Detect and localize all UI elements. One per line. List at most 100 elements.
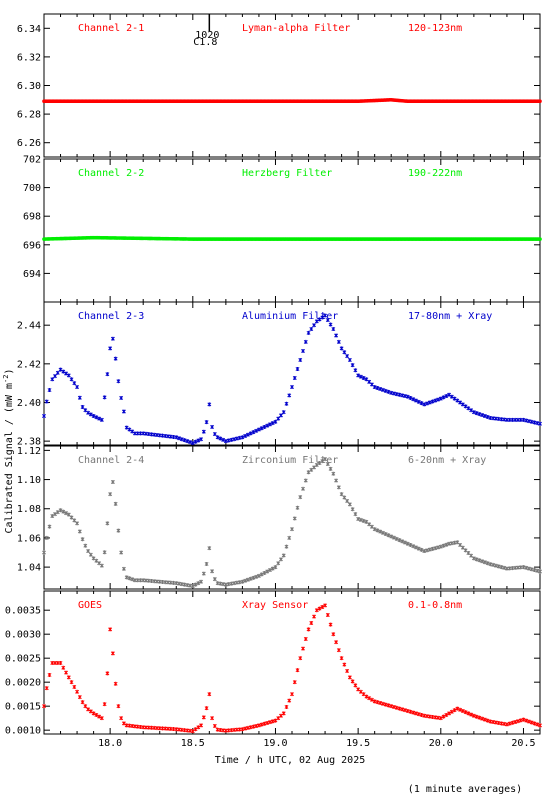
data-point — [356, 516, 361, 521]
data-point — [444, 542, 449, 547]
data-point — [55, 370, 60, 375]
data-point — [196, 725, 201, 730]
data-point — [441, 395, 446, 400]
band-label: 120-123nm — [408, 23, 462, 34]
data-point — [538, 723, 542, 728]
data-point — [254, 724, 259, 729]
data-point — [77, 395, 82, 400]
data-point — [240, 727, 245, 732]
data-point — [105, 372, 110, 377]
data-point — [529, 720, 534, 725]
data-point — [378, 700, 383, 705]
series — [42, 603, 542, 734]
data-point — [182, 438, 187, 443]
data-point — [496, 564, 501, 569]
data-point — [279, 413, 283, 418]
data-point — [345, 668, 350, 673]
data-point — [378, 386, 383, 391]
data-point — [218, 581, 223, 586]
data-point — [303, 339, 308, 344]
data-point — [229, 581, 234, 586]
data-point — [312, 614, 316, 619]
data-point — [328, 466, 333, 471]
x-tick-label: 18.0 — [98, 738, 122, 749]
data-point — [58, 508, 63, 513]
filter-label: Zirconium Filter — [242, 455, 338, 466]
data-point — [331, 632, 336, 637]
data-point — [538, 569, 542, 574]
data-point — [201, 715, 206, 720]
data-point — [204, 561, 209, 566]
data-point — [485, 561, 490, 566]
y-tick-label: 700 — [23, 183, 41, 194]
data-point — [179, 437, 184, 442]
data-point — [471, 410, 476, 415]
data-point — [397, 538, 402, 543]
data-point — [121, 409, 126, 414]
data-point — [339, 492, 344, 497]
data-point — [364, 694, 369, 699]
data-point — [538, 421, 542, 426]
data-point — [86, 549, 91, 554]
data-point — [436, 397, 440, 402]
data-point — [248, 576, 253, 581]
data-point — [207, 546, 212, 551]
y-tick-label: 1.06 — [17, 533, 41, 544]
data-point — [113, 356, 118, 361]
data-point — [303, 478, 308, 483]
data-point — [477, 412, 482, 417]
data-point — [83, 704, 88, 709]
y-tick-label: 1.12 — [17, 446, 41, 457]
data-point — [262, 721, 267, 726]
data-point — [301, 348, 305, 353]
data-point — [372, 385, 377, 390]
data-point — [441, 543, 446, 548]
data-point — [325, 461, 330, 466]
data-point — [66, 373, 71, 378]
data-point — [334, 478, 339, 483]
data-point — [240, 435, 245, 440]
data-point — [414, 711, 418, 716]
data-point — [524, 718, 529, 723]
data-point — [320, 459, 325, 464]
data-point — [496, 720, 501, 725]
data-point — [284, 401, 289, 406]
data-point — [400, 707, 405, 712]
data-point — [480, 559, 485, 564]
y-tick-label: 2.38 — [17, 437, 41, 448]
data-point — [309, 620, 314, 625]
data-point — [196, 581, 201, 586]
data-point — [538, 99, 542, 104]
data-point — [529, 567, 534, 572]
data-point — [248, 725, 253, 730]
data-point — [499, 565, 504, 570]
data-point — [403, 708, 407, 713]
data-point — [284, 704, 289, 709]
data-point — [328, 322, 333, 327]
data-point — [268, 422, 272, 427]
data-point — [47, 388, 52, 393]
data-point — [256, 427, 261, 432]
data-point — [325, 612, 330, 617]
data-point — [64, 670, 68, 675]
data-point — [416, 546, 421, 551]
data-point — [61, 369, 66, 374]
panel-frame — [43, 445, 541, 590]
channel-label: Channel 2-3 — [78, 311, 144, 322]
data-point — [353, 512, 358, 517]
data-point — [336, 339, 341, 344]
data-point — [75, 521, 80, 526]
data-point — [276, 416, 281, 421]
data-point — [430, 546, 435, 551]
data-point — [119, 550, 124, 555]
data-point — [458, 707, 463, 712]
data-point — [452, 708, 457, 713]
data-point — [193, 582, 198, 587]
data-point — [265, 720, 270, 725]
data-point — [237, 435, 242, 440]
data-point — [50, 377, 55, 382]
panel-frame — [43, 301, 541, 446]
series — [42, 98, 542, 104]
data-point — [535, 568, 540, 573]
